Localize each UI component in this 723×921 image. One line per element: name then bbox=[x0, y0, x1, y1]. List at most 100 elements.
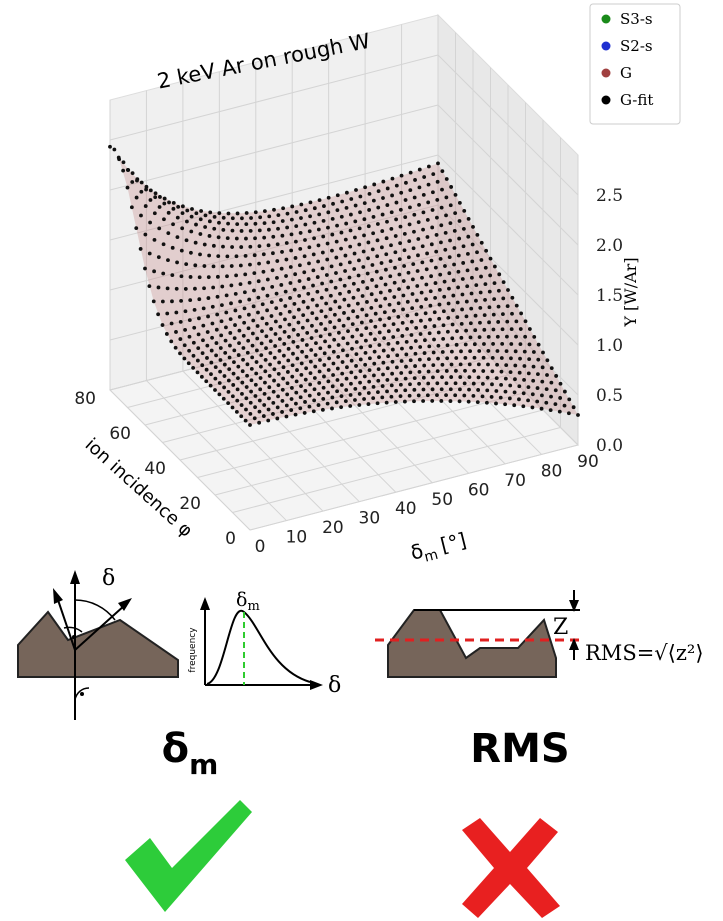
surface-dot bbox=[478, 290, 483, 295]
surface-dot bbox=[408, 205, 412, 210]
surface-dot bbox=[244, 236, 248, 241]
surface-dot bbox=[431, 350, 436, 355]
surface-dot bbox=[328, 307, 333, 312]
surface-dot bbox=[514, 319, 519, 324]
surface-dot bbox=[202, 286, 206, 291]
surface-patch bbox=[180, 347, 211, 364]
surface-dot bbox=[473, 313, 478, 318]
surface-dot bbox=[186, 361, 191, 366]
surface-patch bbox=[464, 364, 495, 378]
surface-dot bbox=[496, 288, 501, 293]
surface-dot bbox=[349, 197, 354, 201]
surface-dot bbox=[187, 334, 192, 339]
surface-dot bbox=[549, 380, 554, 385]
label-symbol: δ bbox=[408, 538, 426, 564]
surface-dot bbox=[170, 273, 175, 278]
surface-dot bbox=[487, 320, 491, 325]
surface-dot bbox=[471, 224, 475, 229]
surface-dot bbox=[378, 290, 383, 295]
surface-dot bbox=[404, 352, 409, 357]
surface-dot bbox=[332, 337, 337, 342]
surface-dot bbox=[205, 330, 210, 334]
surface-dot bbox=[265, 277, 270, 282]
surface-dot bbox=[472, 368, 477, 373]
surface-dot bbox=[505, 334, 509, 339]
surface-dot bbox=[434, 249, 439, 254]
surface-dot bbox=[217, 381, 222, 385]
surface-dot bbox=[306, 305, 310, 310]
surface-dot bbox=[449, 375, 454, 379]
surface-dot bbox=[253, 221, 258, 226]
surface-dot bbox=[409, 333, 414, 337]
peak-symbol: δ bbox=[236, 589, 247, 611]
surface-dot bbox=[445, 343, 450, 348]
surface-dot bbox=[372, 373, 376, 378]
surface-dot bbox=[357, 242, 362, 247]
surface-dot bbox=[377, 343, 382, 347]
surface-dot bbox=[416, 220, 421, 225]
surface-dot bbox=[494, 389, 499, 393]
surface-dot bbox=[558, 396, 563, 400]
surface-dot bbox=[369, 319, 373, 323]
surface-dot bbox=[429, 274, 433, 279]
surface-dot bbox=[482, 313, 487, 318]
surface-dot bbox=[259, 364, 263, 369]
angle-label: δ bbox=[102, 566, 115, 591]
surface-dot bbox=[329, 264, 334, 269]
surface-dot bbox=[371, 384, 376, 389]
surface-dot bbox=[399, 359, 404, 363]
surface-dot bbox=[329, 279, 334, 284]
surface-dot bbox=[456, 253, 461, 258]
surface-dot bbox=[288, 265, 293, 269]
surface-dot bbox=[180, 204, 185, 209]
surface-dot bbox=[531, 364, 536, 369]
surface-dot bbox=[343, 399, 348, 404]
surface-dot bbox=[333, 285, 338, 290]
surface-dot bbox=[250, 355, 255, 360]
surface-dot bbox=[425, 235, 430, 239]
surface-dot bbox=[160, 323, 165, 327]
surface-dot bbox=[335, 193, 340, 198]
surface-dot bbox=[500, 342, 505, 346]
surface-dot bbox=[372, 182, 377, 187]
surface-dot bbox=[257, 398, 262, 403]
surface-dot bbox=[482, 327, 487, 332]
surface-dot bbox=[315, 289, 320, 294]
surface-dot bbox=[514, 334, 518, 339]
surface-dot bbox=[436, 161, 440, 166]
surface-dot bbox=[435, 369, 440, 374]
surface-dot bbox=[183, 309, 188, 314]
surface-dot bbox=[218, 369, 222, 374]
surface-dot bbox=[316, 403, 321, 407]
surface-dot bbox=[433, 281, 438, 285]
surface-dot bbox=[253, 210, 258, 215]
surface-dot bbox=[267, 385, 272, 390]
surface-dot bbox=[450, 322, 455, 327]
surface-dot bbox=[428, 289, 433, 294]
surface-dot bbox=[362, 201, 367, 206]
surface-dot bbox=[357, 226, 362, 231]
surface-patch bbox=[481, 321, 513, 337]
surface-dot bbox=[395, 340, 400, 345]
surface-dot bbox=[386, 354, 391, 359]
surface-dot bbox=[162, 201, 167, 206]
surface-dot bbox=[411, 262, 416, 267]
surface-dot bbox=[302, 411, 307, 415]
surface-dot bbox=[201, 323, 206, 328]
surface-dot bbox=[244, 222, 249, 227]
surface-dot bbox=[209, 348, 214, 353]
surface-dot bbox=[466, 399, 471, 404]
surface-dot bbox=[422, 363, 427, 368]
surface-dot bbox=[259, 353, 264, 358]
surface-dot bbox=[540, 365, 545, 370]
surface-dot bbox=[290, 374, 295, 379]
surface-dot bbox=[276, 383, 281, 388]
surface-dot bbox=[266, 260, 271, 265]
surface-dot bbox=[274, 291, 279, 296]
peak-label: δm bbox=[236, 589, 260, 614]
surface-dot bbox=[503, 402, 508, 407]
surface-dot bbox=[232, 360, 236, 365]
surface-dot bbox=[178, 337, 183, 341]
surface-dot bbox=[210, 321, 215, 326]
